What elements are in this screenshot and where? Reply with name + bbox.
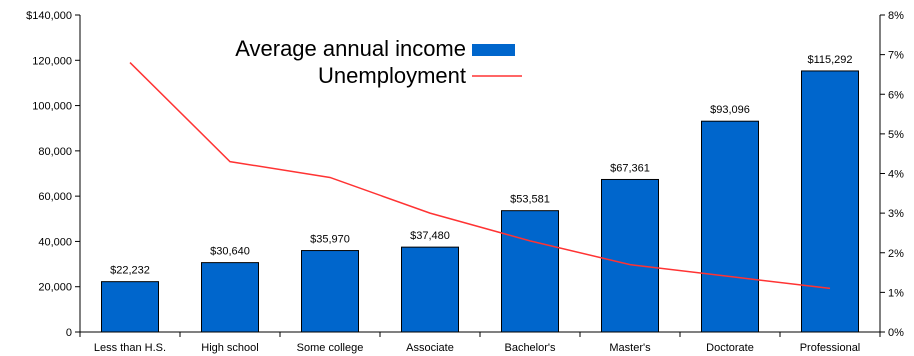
y-left-tick-label: 40,000 (38, 236, 72, 248)
legend-label-income: Average annual income (235, 36, 466, 61)
income-bar (401, 246, 459, 333)
y-right-tick-label: 3% (888, 208, 904, 220)
bar-data-label: $53,581 (510, 194, 550, 206)
bar-data-label: $35,970 (310, 234, 350, 246)
x-category-label: Master's (609, 342, 651, 354)
y-left-tick-label: 120,000 (32, 55, 72, 67)
x-category-label: Bachelor's (504, 342, 556, 354)
bar-data-label: $37,480 (410, 230, 450, 242)
income-bar (701, 120, 759, 333)
y-right-tick-label: 1% (888, 287, 904, 299)
income-bar (501, 210, 559, 333)
line-series (129, 62, 831, 290)
y-left-tick-label: 80,000 (38, 146, 72, 158)
y-left-tick-label: 100,000 (32, 101, 72, 113)
bar-data-label: $93,096 (710, 104, 750, 116)
y-right-tick-label: 6% (888, 89, 904, 101)
income-bar (801, 70, 859, 333)
labels: $22,232 $30,640 $35,970 $37,480 $53,581 $67,3… (110, 54, 852, 277)
bar-data-label: $30,640 (210, 246, 250, 258)
y-right-tick-label: 2% (888, 248, 904, 260)
legend-label-unemployment: Unemployment (318, 63, 466, 88)
bar-data-label: $22,232 (110, 265, 150, 277)
axes: 0 20,000 40,000 60,000 80,000 100,000 120,000 $… (26, 10, 904, 354)
income-bar (101, 281, 159, 333)
x-category-label: Associate (406, 342, 454, 354)
legend-swatch-income (472, 44, 515, 56)
y-left-tick-label: $140,000 (26, 10, 72, 22)
y-left-tick-label: 0 (66, 327, 72, 339)
x-category-label: Less than H.S. (94, 342, 166, 354)
income-bar (601, 178, 659, 333)
bar-series (101, 70, 859, 333)
bar-data-label: $115,292 (807, 54, 852, 66)
bar-data-label: $67,361 (610, 162, 650, 174)
y-right-tick-label: 7% (888, 50, 904, 62)
income-bar (301, 250, 359, 333)
y-right-tick-label: 5% (888, 129, 904, 141)
y-right-tick-label: 0% (888, 327, 904, 339)
income-bar (201, 262, 259, 333)
y-left-tick-label: 20,000 (38, 282, 72, 294)
unemployment-line (129, 62, 831, 290)
y-right-tick-label: 4% (888, 169, 904, 181)
x-category-label: Some college (297, 342, 364, 354)
y-right-tick-label: 8% (888, 10, 904, 22)
y-left-tick-label: 60,000 (38, 191, 72, 203)
x-category-label: High school (201, 342, 258, 354)
x-category-label: Doctorate (706, 342, 754, 354)
x-category-label: Professional (800, 342, 861, 354)
